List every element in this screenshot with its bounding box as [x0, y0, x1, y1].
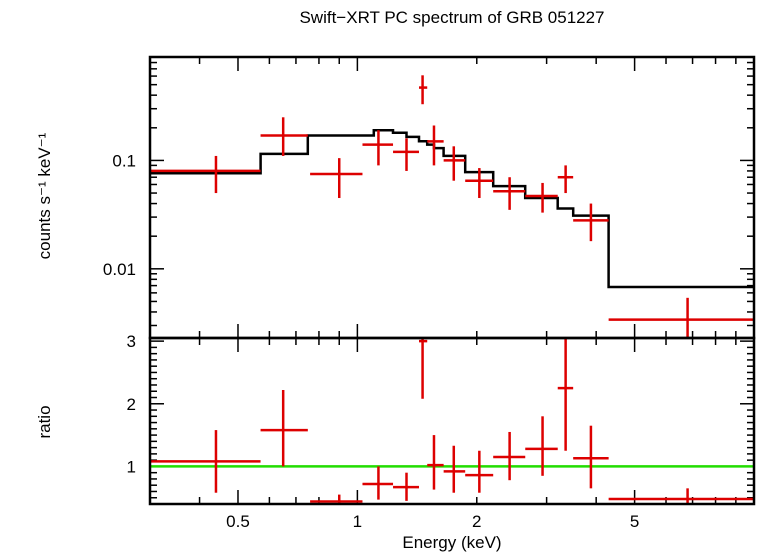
- ratio-point: [557, 338, 574, 451]
- ratio-point: [608, 488, 754, 504]
- ratio-point: [427, 435, 444, 490]
- data-point: [393, 138, 419, 171]
- ratio-point: [573, 425, 609, 489]
- ratio-point: [362, 466, 394, 500]
- ratio-point: [418, 338, 428, 399]
- bottom-panel-frame: [148, 336, 756, 506]
- data-point: [150, 155, 261, 194]
- data-point: [465, 168, 494, 199]
- bottom-y-axis-label: ratio: [35, 405, 54, 439]
- data-point: [557, 165, 574, 194]
- x-tick-label: 5: [630, 512, 639, 531]
- ratio-point: [443, 445, 466, 493]
- data-point: [608, 297, 754, 338]
- data-point: [418, 75, 428, 105]
- top-panel-ticks: 0.01 0.1: [103, 56, 755, 338]
- ratio-point: [260, 389, 308, 467]
- data-point: [525, 182, 558, 213]
- bottom-panel-content: [150, 338, 754, 504]
- top-panel-content: [150, 75, 754, 338]
- ratio-point: [393, 472, 419, 501]
- model-curve: [150, 128, 754, 289]
- data-point: [260, 117, 308, 156]
- x-tick-label: 0.5: [226, 512, 250, 531]
- data-point: [573, 203, 609, 242]
- ratio-point: [150, 430, 261, 493]
- x-tick-label: 2: [472, 512, 481, 531]
- ratio-point: [525, 416, 558, 476]
- top-panel-frame: [148, 55, 756, 340]
- data-point: [443, 146, 466, 181]
- ratio-point: [465, 450, 494, 493]
- y-tick-label: 0.1: [112, 151, 136, 170]
- data-point: [310, 158, 363, 199]
- data-point: [362, 130, 394, 166]
- chart-title: Swift−XRT PC spectrum of GRB 051227: [299, 8, 605, 27]
- ratio-point: [310, 494, 363, 504]
- top-y-axis-label: counts s⁻¹ keV⁻¹: [35, 132, 54, 260]
- data-point: [493, 177, 526, 210]
- y-tick-label: 3: [127, 332, 136, 351]
- x-axis-label: Energy (keV): [402, 533, 502, 552]
- x-tick-label: 1: [353, 512, 362, 531]
- bottom-panel-ticks: 0.5 1 2 5 1 2 3: [127, 332, 755, 531]
- data-point: [427, 125, 444, 166]
- y-tick-label: 1: [127, 457, 136, 476]
- y-tick-label: 2: [127, 395, 136, 414]
- y-tick-label: 0.01: [103, 260, 136, 279]
- ratio-point: [493, 431, 526, 481]
